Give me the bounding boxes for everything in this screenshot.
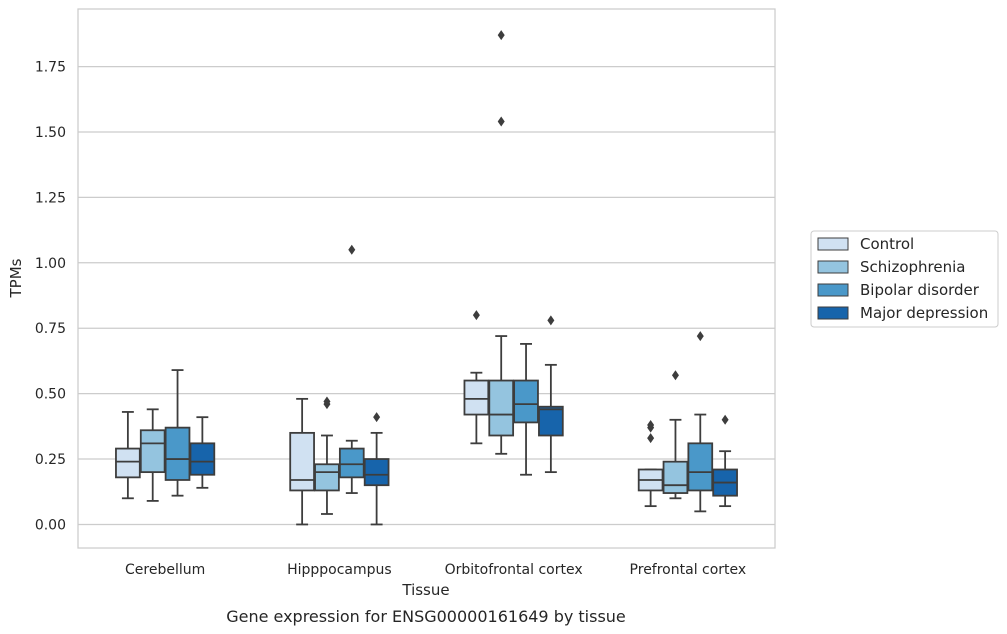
y-tick-label: 0.25	[35, 452, 66, 468]
box-schizophrenia	[314, 396, 340, 515]
box-bipolar-disorder	[164, 369, 191, 497]
box-iqr	[164, 426, 191, 481]
outlier-point	[671, 370, 679, 381]
y-tick-label: 0.00	[35, 517, 66, 533]
legend-swatch	[817, 237, 849, 251]
outlier-point	[472, 310, 480, 321]
x-axis-label: Tissue	[401, 581, 449, 599]
legend: Control Schizophrenia Bipolar disorder Majo…	[810, 230, 999, 328]
box-iqr	[115, 447, 141, 479]
y-tick-label: 1.00	[35, 256, 66, 272]
y-axis-tick-labels: 0.00 0.25 0.50 0.75 1.00 1.25 1.50 1.75	[35, 60, 66, 534]
legend-frame	[810, 230, 999, 328]
x-tick-label: Hipppocampus	[287, 562, 392, 578]
box-control	[463, 310, 490, 445]
chart-caption: Gene expression for ENSG00000161649 by t…	[226, 607, 626, 626]
legend-entry-label: Schizophrenia	[860, 258, 965, 276]
x-tick-label: Prefrontal cortex	[630, 562, 747, 578]
box-plot-marks	[115, 30, 738, 526]
y-axis-label: TPMs	[7, 258, 25, 298]
box-major-depression	[538, 315, 564, 474]
box-iqr	[314, 463, 340, 492]
box-iqr	[488, 379, 515, 437]
legend-entry-label: Major depression	[860, 304, 988, 322]
outlier-point	[647, 420, 655, 431]
legend-entry-label: Bipolar disorder	[860, 281, 980, 299]
x-tick-label: Orbitofrontal cortex	[445, 562, 583, 578]
outlier-point	[547, 315, 555, 326]
legend-entry-label: Control	[860, 235, 914, 253]
box-schizophrenia	[139, 408, 166, 502]
box-control	[115, 411, 141, 500]
box-iqr	[463, 379, 490, 416]
box-schizophrenia	[488, 30, 515, 455]
y-tick-label: 0.50	[35, 387, 66, 403]
x-axis-tick-labels: Cerebellum Hipppocampus Orbitofrontal cort…	[125, 562, 746, 578]
outlier-point	[348, 244, 356, 255]
outlier-point	[497, 116, 505, 127]
x-tick-label: Cerebellum	[125, 562, 205, 578]
legend-swatch	[817, 306, 849, 320]
outlier-point	[647, 433, 655, 444]
box-major-depression	[189, 416, 216, 489]
box-iqr	[189, 442, 216, 476]
legend-swatch	[817, 260, 849, 274]
box-iqr	[513, 379, 539, 424]
outlier-point	[497, 30, 505, 41]
box-schizophrenia	[662, 370, 689, 500]
outlier-point	[696, 331, 704, 342]
box-bipolar-disorder	[687, 331, 714, 513]
box-major-depression	[363, 412, 390, 526]
outlier-point	[721, 414, 729, 425]
box-iqr	[139, 429, 166, 474]
y-tick-label: 0.75	[35, 321, 66, 337]
box-major-depression	[712, 414, 738, 508]
box-iqr	[538, 405, 564, 437]
plot-area-frame	[77, 8, 776, 549]
box-iqr	[363, 458, 390, 487]
box-bipolar-disorder	[513, 343, 539, 476]
outlier-point	[373, 412, 381, 423]
box-iqr	[289, 431, 315, 492]
outlier-point	[323, 396, 331, 407]
y-tick-label: 1.25	[35, 190, 66, 206]
box-bipolar-disorder	[338, 244, 365, 494]
legend-swatch	[817, 283, 849, 297]
box-iqr	[687, 442, 714, 492]
box-control	[289, 397, 315, 526]
box-iqr	[338, 447, 365, 479]
y-tick-label: 1.50	[35, 125, 66, 141]
box-control	[637, 420, 664, 508]
box-iqr	[662, 460, 689, 494]
y-tick-label: 1.75	[35, 60, 66, 76]
